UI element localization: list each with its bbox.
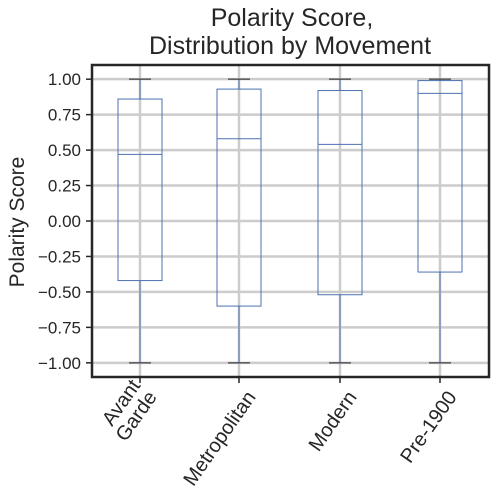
y-tick-label: 0.00 [48,212,81,231]
chart-title-line-2: Distribution by Movement [149,32,431,60]
x-tick-label: AvantGarde [95,375,162,445]
iqr-box [216,88,262,307]
y-tick-label: −0.50 [38,283,81,302]
y-tick-label: 0.25 [48,177,81,196]
y-axis-label: Polarity Score [6,157,29,288]
grid [92,65,489,377]
iqr-box [417,80,463,273]
x-ticks: AvantGarde Metropolitan Modern Pre-1900 [95,375,462,490]
x-tick-label: Modern [305,387,362,455]
x-tick-label: Pre-1900 [396,387,461,467]
y-tick-label: 1.00 [48,70,81,89]
y-tick-label: 0.50 [48,141,81,160]
x-tick-label-line: Metropolitan [179,387,260,490]
boxes [117,78,463,364]
x-tick-label: Metropolitan [179,387,260,490]
y-tick-label: −1.00 [38,354,81,373]
y-tick-label: −0.25 [38,247,81,266]
x-tick-label-line: Modern [305,387,362,455]
y-tick-label: 0.75 [48,106,81,125]
iqr-box [117,98,163,282]
y-tick-label: −0.75 [38,318,81,337]
iqr-box [317,90,363,296]
chart-title-line-1: Polarity Score, [211,4,374,32]
y-ticks: 1.00 0.75 0.50 0.25 0.00 −0.25 −0.50 −0.75 −1.00 [38,70,92,373]
plot-frame [90,63,491,379]
x-tick-label-line: Pre-1900 [396,387,461,467]
